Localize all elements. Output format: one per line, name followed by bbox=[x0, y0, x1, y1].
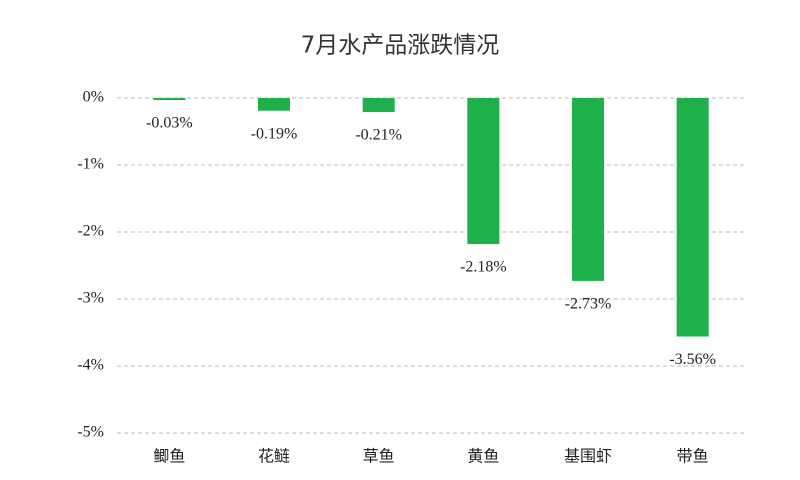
y-tick-label: -1% bbox=[77, 156, 104, 173]
y-tick-label: 0% bbox=[83, 89, 104, 106]
chart-title: 7月水产品涨跌情况 bbox=[301, 33, 500, 59]
x-tick-label: 草鱼 bbox=[363, 448, 395, 466]
bar bbox=[362, 98, 395, 113]
value-label: -2.18% bbox=[460, 259, 507, 276]
value-label: -0.19% bbox=[251, 125, 298, 142]
bar bbox=[258, 98, 290, 111]
value-label: -2.73% bbox=[565, 296, 612, 313]
x-tick-label: 花鲢 bbox=[258, 448, 290, 466]
bar bbox=[467, 98, 500, 245]
value-label: -0.21% bbox=[355, 127, 402, 144]
x-tick-label: 黄鱼 bbox=[467, 448, 499, 466]
y-tick-label: -2% bbox=[77, 223, 104, 240]
value-label: -0.03% bbox=[146, 115, 193, 132]
y-tick-label: -3% bbox=[77, 290, 104, 307]
y-tick-label: -4% bbox=[77, 357, 104, 374]
x-tick-label: 鲫鱼 bbox=[153, 448, 185, 466]
value-label: -3.56% bbox=[669, 351, 716, 368]
x-tick-label: 基围虾 bbox=[564, 448, 612, 466]
bar bbox=[153, 98, 186, 101]
x-tick-label: 带鱼 bbox=[677, 448, 709, 466]
bar bbox=[676, 98, 709, 337]
bar bbox=[572, 98, 604, 281]
y-tick-label: -5% bbox=[77, 424, 104, 441]
